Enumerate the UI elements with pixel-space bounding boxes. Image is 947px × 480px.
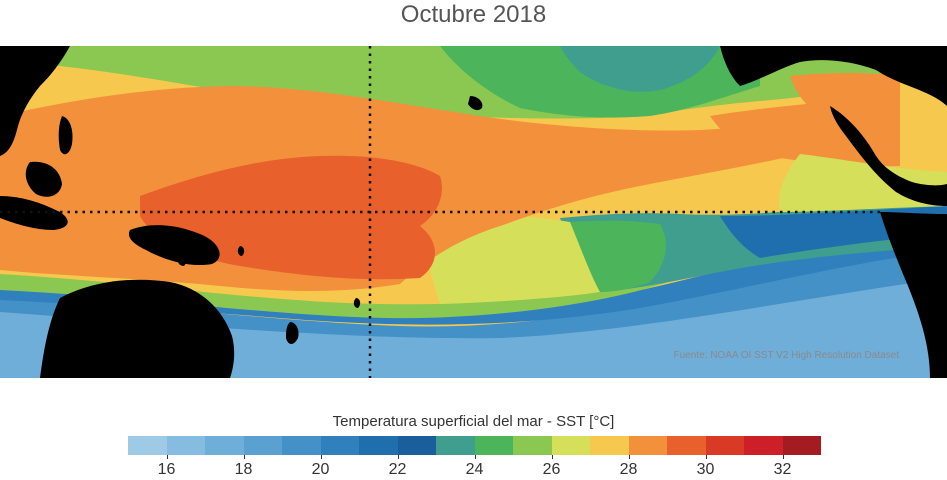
colorbar-bin [628,436,667,455]
land-hawaii [468,96,483,111]
land-south-america [880,212,947,378]
sst-zone-east-subtropical [778,154,947,212]
sst-map [0,46,947,378]
colorbar-tick-label: 24 [465,461,484,478]
sst-zone-caribbean-warm [790,73,900,109]
land-new-zealand [286,322,299,344]
colorbar-bin [782,436,821,455]
colorbar-bin [513,436,552,455]
colorbar-tick-mark [320,455,322,459]
colorbar-bin [551,436,590,455]
colorbar-tick-label: 22 [388,461,407,478]
colorbar-tick-label: 26 [542,461,561,478]
colorbar-tick-label: 16 [157,461,176,478]
colorbar-bin [744,436,783,455]
land-indonesia [0,196,68,230]
colorbar-bin [705,436,744,455]
colorbar-tick-mark [397,455,399,459]
colorbar-bin [128,436,167,455]
colorbar-tick-mark [705,455,707,459]
sst-zone-north-blue [560,46,720,92]
data-source-credit: Fuente: NOAA OI SST V2 High Resolution D… [673,350,899,361]
colorbar-label: Temperatura superficial del mar - SST [°… [332,413,615,430]
land-central-america [830,106,947,206]
colorbar-bin [667,436,706,455]
colorbar-bin [474,436,513,455]
colorbar-tick-mark [782,455,784,459]
colorbar-tick-mark [243,455,245,459]
sst-zone-south-colder [0,246,947,339]
colorbar-bin [590,436,629,455]
land-borneo [25,161,63,197]
colorbar-tick-label: 28 [619,461,638,478]
land-new-guinea [128,225,220,266]
colorbar-bin [436,436,475,455]
colorbar-tick-label: 18 [234,461,253,478]
colorbar-bin [359,436,398,455]
colorbar-tick-mark [628,455,630,459]
land-north-america [720,46,947,106]
colorbar-tick-mark [166,455,168,459]
colorbar-bin [282,436,321,455]
colorbar [128,436,821,455]
map-title: Octubre 2018 [400,1,547,28]
land-philippines [58,116,73,155]
colorbar-tick-label: 20 [311,461,330,478]
land-asia [0,46,70,156]
sst-zone-south-coldest [0,276,947,378]
colorbar-bin [320,436,359,455]
colorbar-tick-label: 32 [773,461,792,478]
colorbar-bin [243,436,282,455]
sst-zone-cold-tongue-green [570,220,666,292]
sst-map-canvas [0,46,947,378]
colorbar-tick-label: 30 [696,461,715,478]
land-australia [40,279,235,378]
colorbar-tick-mark [474,455,476,459]
sst-zone-east-warm [710,98,900,167]
colorbar-bin [397,436,436,455]
colorbar-tick-mark [551,455,553,459]
colorbar-bin [166,436,205,455]
colorbar-ticks: 16 18 20 22 24 26 28 30 32 [128,455,821,480]
colorbar-bin [205,436,244,455]
sst-zone-south-cold [0,222,947,325]
